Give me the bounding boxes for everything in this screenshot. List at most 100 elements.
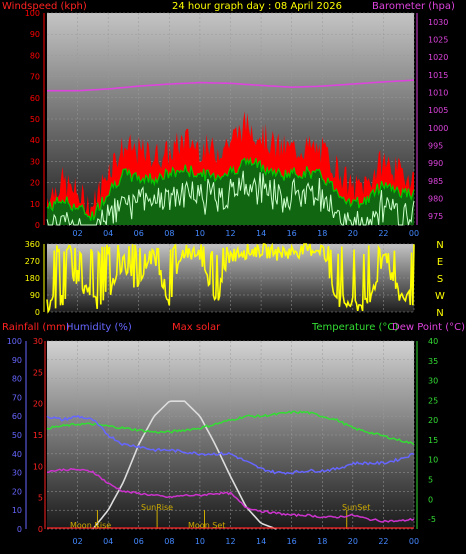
dew-point-line [47,467,415,523]
barometer-line [47,79,415,92]
x-tick-label: 20 [348,229,358,238]
humidity-tick-label: 70 [12,393,22,402]
barometer-title: Barometer (hpa) [372,1,455,12]
x-tick-label: 12 [225,537,235,546]
wind-axes: 0102030405060708090100975980985990995100… [25,9,449,238]
y-tick-label: 70 [30,73,40,82]
y-tick-label: 0 [35,221,40,230]
moon-rise-label: Moon Rise [70,521,111,530]
temperature-tick-label: -5 [428,515,436,524]
x-tick-label: 08 [164,537,174,546]
x-tick-label: 10 [195,229,205,238]
average-line [46,156,415,221]
temperature-tick-label: 5 [428,476,433,485]
rain-tick-label: 10 [33,462,43,471]
x-tick-label: 06 [134,537,144,546]
temperature-series [46,400,415,530]
y-tick-label: 80 [30,51,40,60]
max-solar-title: Max solar [172,322,221,333]
x-tick-label: 08 [164,229,174,238]
y2-tick-label: 980 [428,195,443,204]
humidity-tick-label: 80 [12,375,22,384]
direction-tick-label: 360 [25,240,40,249]
rain-tick-label: 20 [33,400,43,409]
humidity-tick-label: 90 [12,356,22,365]
y-tick-label: 40 [30,136,40,145]
temperature-tick-label: 30 [428,377,438,386]
max-solar-line [92,400,277,530]
direction-tick-label: 270 [25,257,40,266]
graph-date-title: 24 hour graph day : 08 April 2026 [172,1,342,12]
x-tick-label: 22 [378,537,388,546]
humidity-line [46,414,415,475]
x-tick-label: 02 [72,229,82,238]
temperature-tick-label: 25 [428,396,438,405]
humidity-title: Humidity (%) [66,322,132,333]
y2-tick-label: 1015 [428,71,448,80]
y-tick-label: 60 [30,94,40,103]
compass-label: S [437,274,443,285]
rain-tick-label: 5 [38,494,43,503]
x-tick-label: 16 [287,229,297,238]
humidity-tick-label: 40 [12,450,22,459]
y2-tick-label: 1000 [428,124,448,133]
x-tick-label: 14 [256,229,266,238]
temperature-line [46,410,415,446]
compass-label: N [436,308,443,319]
moon-set-label: Moon Set [188,521,225,530]
y-tick-label: 100 [25,9,40,18]
y2-tick-label: 1020 [428,53,448,62]
y-tick-label: 10 [30,200,40,209]
y-tick-label: 50 [30,115,40,124]
compass-label: W [435,291,445,302]
x-tick-label: 00 [409,229,419,238]
dew-point-title: Dew Point (°C) [392,322,465,333]
humidity-tick-label: 100 [7,337,22,346]
direction-tick-label: 180 [25,274,40,283]
wind-speed-line [46,170,415,226]
humidity-tick-label: 0 [17,525,22,534]
humidity-tick-label: 30 [12,469,22,478]
x-tick-label: 18 [317,229,327,238]
x-tick-label: 00 [409,537,419,546]
sunset-label: SunSet [342,503,370,512]
humidity-tick-label: 50 [12,431,22,440]
temperature-tick-label: 15 [428,436,438,445]
y-tick-label: 90 [30,30,40,39]
compass-label: N [436,240,443,251]
rainfall-title: Rainfall (mm) [2,322,70,333]
temperature-tick-label: 0 [428,495,433,504]
x-tick-label: 14 [256,537,266,546]
x-tick-label: 20 [348,537,358,546]
temperature-axes: 0102030405060708090100051015202530-50510… [7,337,438,546]
direction-line [46,242,415,314]
x-tick-label: 18 [317,537,327,546]
humidity-tick-label: 10 [12,506,22,515]
y2-tick-label: 1030 [428,18,448,27]
rain-tick-label: 0 [38,525,43,534]
direction-tick-label: 0 [35,308,40,317]
direction-axes: 0 N 90 W 180 S 270 E 360 N [25,240,445,319]
windspeed-title: Windspeed (kph) [2,1,87,12]
temperature-tick-label: 40 [428,337,438,346]
y2-tick-label: 1005 [428,106,448,115]
rain-tick-label: 15 [33,431,43,440]
y-tick-label: 20 [30,179,40,188]
x-tick-label: 16 [287,537,297,546]
x-tick-label: 04 [103,229,113,238]
x-tick-label: 22 [378,229,388,238]
temperature-tick-label: 10 [428,456,438,465]
rain-tick-label: 30 [33,337,43,346]
y2-tick-label: 990 [428,159,443,168]
direction-series [46,242,415,314]
y2-tick-label: 1025 [428,36,448,45]
temperature-title: Temperature (°C) [311,322,398,333]
temperature-tick-label: 20 [428,416,438,425]
x-tick-label: 06 [134,229,144,238]
sunrise-label: SunRise [141,503,173,512]
average-area [47,158,414,225]
x-tick-label: 10 [195,537,205,546]
y2-tick-label: 985 [428,177,443,186]
y2-tick-label: 975 [428,212,443,221]
